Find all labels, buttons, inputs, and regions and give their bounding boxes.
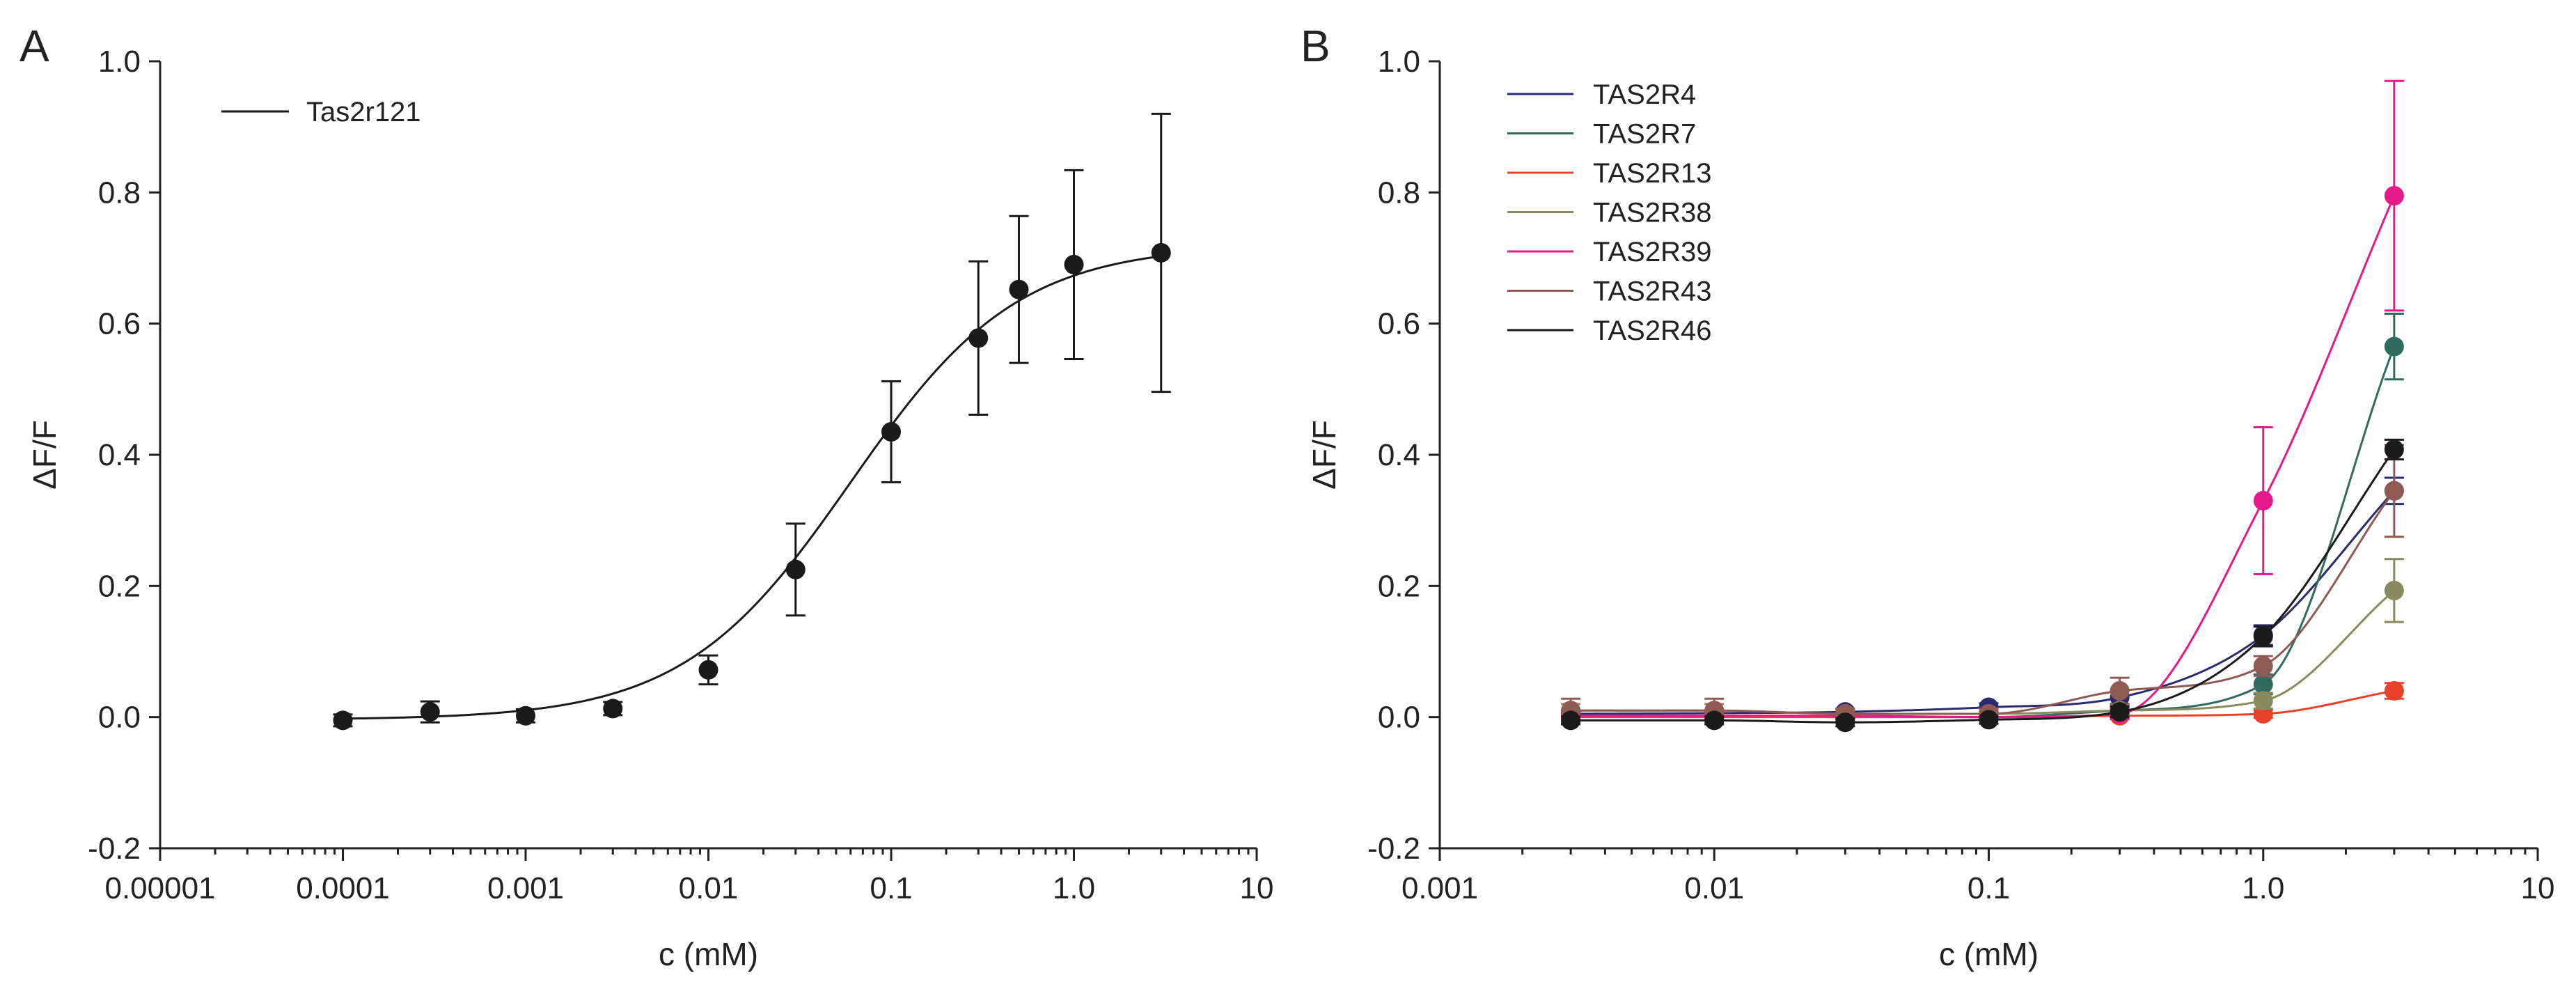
y-tick-label: 0.6 [98, 307, 141, 341]
data-point [698, 660, 718, 680]
panel-b-chart: B -0.2 0.0 0.2 0.4 0.6 0.8 1.0 0.001 0.01 0.1 1.0 10… [1301, 21, 2554, 972]
x-tick-label: 1.0 [2242, 871, 2284, 905]
legend-label: TAS2R43 [1593, 276, 1711, 307]
y-tick-label: -0.2 [1367, 832, 1420, 866]
data-point [2253, 656, 2273, 676]
legend-label: TAS2R46 [1593, 315, 1711, 346]
data-point [2253, 490, 2273, 510]
y-tick-label: 0.4 [98, 438, 141, 472]
data-point [1704, 710, 1725, 731]
x-axis-title: c (mM) [659, 936, 758, 972]
y-axis-title: ΔF/F [26, 420, 63, 490]
data-point [2110, 702, 2130, 722]
y-tick-label: 0.0 [98, 701, 141, 735]
panel-letter: B [1301, 21, 1330, 71]
y-tick-label: 0.8 [98, 176, 141, 210]
legend-label: TAS2R38 [1593, 198, 1711, 228]
series-tas2r43 [1561, 444, 2404, 724]
y-tick-label: 1.0 [98, 45, 141, 79]
data-point [2253, 691, 2273, 711]
x-tick-label: 0.01 [1684, 871, 1744, 905]
data-point [1151, 242, 1171, 263]
y-tick-label: 0.2 [1378, 569, 1420, 603]
data-point [1009, 279, 1029, 299]
data-point [2110, 681, 2130, 701]
data-point [2384, 439, 2404, 460]
y-axis-title: ΔF/F [1306, 420, 1342, 490]
panel-letter: A [19, 21, 49, 71]
series-tas2r46 [1561, 438, 2404, 733]
legend-label: TAS2R39 [1593, 237, 1711, 267]
y-tick-label: -0.2 [88, 832, 141, 866]
x-tick-label: 0.0001 [296, 871, 390, 905]
data-point [1979, 710, 1999, 730]
data-point [2253, 674, 2273, 694]
fit-curve [343, 255, 1161, 720]
data-point [516, 705, 535, 726]
data-point [420, 702, 440, 722]
x-axis-title: c (mM) [1939, 936, 2039, 972]
legend-label: TAS2R4 [1593, 79, 1696, 110]
data-point [2384, 186, 2404, 206]
series-tas2r7 [1561, 313, 2404, 727]
y-tick-label: 0.2 [98, 569, 141, 603]
series-tas2r4 [1561, 476, 2404, 724]
data-point [333, 710, 353, 731]
data-point [2384, 580, 2404, 600]
legend-label: TAS2R7 [1593, 119, 1696, 150]
x-tick-label: 0.01 [679, 871, 739, 905]
x-tick-label: 0.001 [1401, 871, 1478, 905]
data-point [2384, 336, 2404, 357]
data-point [968, 328, 989, 348]
data-point [1835, 712, 1855, 733]
x-tick-label: 0.1 [870, 871, 912, 905]
y-tick-label: 0.0 [1378, 701, 1420, 735]
legend-label: TAS2R13 [1593, 158, 1711, 189]
y-tick-label: 1.0 [1378, 45, 1420, 79]
y-tick-label: 0.4 [1378, 438, 1420, 472]
data-point [2384, 481, 2404, 501]
panel-a-chart: A -0.2 0.0 0.2 0.4 0.6 0.8 1.0 0.00001 0.0001 0.00… [19, 21, 1273, 972]
data-point [2384, 681, 2404, 701]
series-tas2r121 [333, 112, 1171, 731]
x-tick-label: 1.0 [1053, 871, 1095, 905]
legend-label: Tas2r121 [306, 97, 421, 127]
x-tick-label: 0.00001 [104, 871, 215, 905]
x-tick-label: 0.001 [487, 871, 564, 905]
y-tick-label: 0.8 [1378, 176, 1420, 210]
data-point [603, 699, 623, 719]
x-tick-label: 10 [2521, 871, 2555, 905]
x-tick-label: 10 [1240, 871, 1274, 905]
data-point [2253, 626, 2273, 646]
data-point [881, 422, 901, 442]
y-tick-label: 0.6 [1378, 307, 1420, 341]
data-point [1561, 710, 1581, 731]
x-tick-label: 0.1 [1968, 871, 2010, 905]
data-point [785, 559, 806, 579]
series-tas2r38 [1561, 558, 2404, 724]
data-point [1064, 254, 1084, 274]
